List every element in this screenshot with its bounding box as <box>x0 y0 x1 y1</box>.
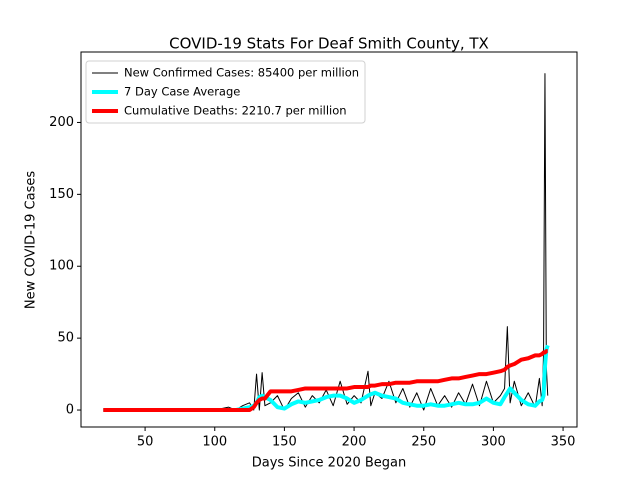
y-tick-label: 150 <box>49 187 74 202</box>
legend: New Confirmed Cases: 85400 per million 7 … <box>85 60 366 124</box>
x-tick-label: 250 <box>411 435 436 450</box>
y-tick-label: 100 <box>49 259 74 274</box>
y-tick-label: 0 <box>66 403 74 418</box>
legend-label: Cumulative Deaths: 2210.7 per million <box>124 104 347 118</box>
y-axis-label: New COVID-19 Cases <box>24 171 39 309</box>
x-tick-label: 100 <box>202 435 227 450</box>
x-tick-label: 350 <box>551 435 576 450</box>
legend-label: 7 Day Case Average <box>124 85 240 99</box>
x-tick-label: 50 <box>137 435 154 450</box>
y-tick-label: 200 <box>49 115 74 130</box>
x-tick-label: 200 <box>342 435 367 450</box>
x-tick-label: 150 <box>272 435 297 450</box>
chart-title: COVID-19 Stats For Deaf Smith County, TX <box>169 35 489 53</box>
plot-frame <box>80 51 578 428</box>
x-axis-label: Days Since 2020 Began <box>252 456 407 471</box>
legend-box <box>85 60 366 124</box>
x-tick-label: 300 <box>481 435 506 450</box>
series-line <box>103 349 549 413</box>
y-tick-label: 50 <box>57 331 74 346</box>
legend-label: New Confirmed Cases: 85400 per million <box>124 66 359 80</box>
